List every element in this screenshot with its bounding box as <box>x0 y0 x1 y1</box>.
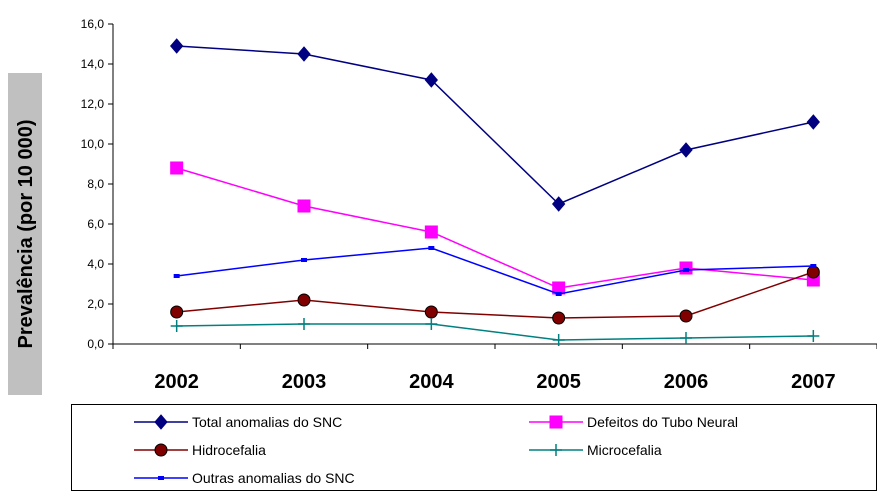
x-tick-label: 2004 <box>409 371 454 393</box>
data-point-s1-1 <box>297 199 311 213</box>
legend-marker-3 <box>550 444 562 456</box>
y-tick-label: 16,0 <box>81 17 105 31</box>
series-line-3 <box>176 323 814 341</box>
x-tick-label: 2005 <box>536 371 581 393</box>
data-point-s0-4 <box>679 142 693 158</box>
data-point-s1-2 <box>424 225 438 239</box>
data-point-s2-1 <box>297 293 311 307</box>
data-point-s0-0 <box>170 38 184 54</box>
y-tick-label: 12,0 <box>81 97 105 111</box>
data-point-s2-0 <box>170 305 184 319</box>
data-point-s0-1 <box>297 46 311 62</box>
y-axis-label-box <box>8 73 42 395</box>
data-point-s3-0 <box>170 320 183 332</box>
y-tick-label: 6,0 <box>87 217 104 231</box>
y-tick-label: 4,0 <box>87 257 104 271</box>
legend-label-0: Total anomalias do SNC <box>192 414 342 430</box>
data-point-s2-2 <box>424 305 438 319</box>
data-point-s0-5 <box>806 114 820 130</box>
series-line-1 <box>176 167 814 289</box>
y-axis-label: Prevalência (por 10 000) <box>15 119 37 348</box>
data-point-s4-2 <box>428 246 435 250</box>
series-line-4 <box>176 247 814 295</box>
data-point-s3-2 <box>425 318 438 330</box>
x-tick-label: 2003 <box>282 371 327 393</box>
y-tick-label: 8,0 <box>87 177 104 191</box>
data-point-s4-1 <box>301 258 307 262</box>
data-point-s3-3 <box>552 334 565 346</box>
legend-marker-4 <box>158 476 164 480</box>
data-point-s2-4 <box>679 309 693 323</box>
data-point-s4-4 <box>683 268 689 272</box>
legend-label-4: Outras anomalias do SNC <box>192 470 355 486</box>
data-point-s3-1 <box>298 318 310 330</box>
x-tick-label: 2006 <box>664 371 709 393</box>
legend-box <box>71 404 877 491</box>
series-line-2 <box>176 271 814 319</box>
legend-label-2: Hidrocefalia <box>192 442 266 458</box>
x-tick-label: 2002 <box>154 371 199 393</box>
data-point-s4-0 <box>173 274 180 278</box>
data-point-s2-3 <box>552 311 566 325</box>
legend-label-1: Defeitos do Tubo Neural <box>587 414 738 430</box>
y-tick-label: 2,0 <box>87 297 104 311</box>
data-point-s3-5 <box>807 330 820 342</box>
y-tick-label: 0,0 <box>87 337 104 351</box>
legend-marker-1 <box>549 415 563 429</box>
data-point-s4-3 <box>555 292 562 296</box>
data-point-s0-2 <box>424 72 438 88</box>
data-point-s1-0 <box>170 161 184 175</box>
x-tick-label: 2007 <box>791 371 836 393</box>
legend-marker-0 <box>154 414 168 430</box>
data-point-s0-3 <box>552 196 566 212</box>
data-point-s3-4 <box>680 332 692 344</box>
y-tick-label: 14,0 <box>81 57 105 71</box>
legend-label-3: Microcefalia <box>587 442 662 458</box>
y-tick-label: 10,0 <box>81 137 105 151</box>
legend-marker-2 <box>154 443 168 457</box>
series-line-0 <box>176 45 814 205</box>
data-point-s4-5 <box>810 264 817 268</box>
